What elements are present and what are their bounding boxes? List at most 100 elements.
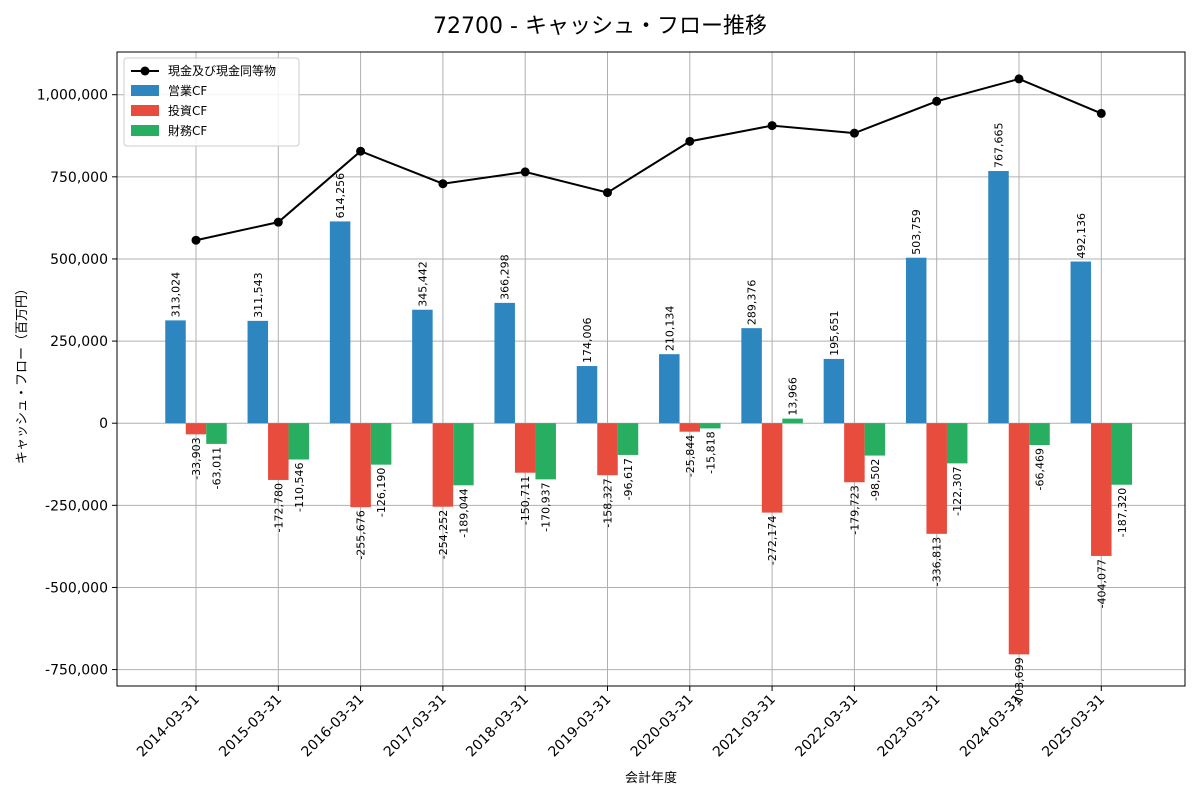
bar-1 xyxy=(514,423,536,473)
bar-1 xyxy=(597,423,618,476)
bar-0 xyxy=(412,309,433,424)
legend-operating-label: 営業CF xyxy=(168,84,207,98)
data-label: -98,502 xyxy=(869,459,882,501)
data-label: -96,617 xyxy=(622,458,635,500)
data-label: 345,442 xyxy=(416,261,429,307)
data-label: -189,044 xyxy=(457,488,470,537)
data-label: -703,699 xyxy=(1013,657,1026,706)
cash-line-point xyxy=(767,121,777,131)
legend-operating-swatch xyxy=(131,85,159,96)
data-label: -179,723 xyxy=(848,485,861,534)
y-axis-label: キャッシュ・フロー（百万円） xyxy=(15,282,30,464)
plot-frame xyxy=(116,51,1186,687)
bar-2 xyxy=(370,423,392,465)
bar-1 xyxy=(926,423,947,534)
cash-line-point xyxy=(685,136,695,146)
data-label: -158,327 xyxy=(602,478,615,527)
cash-line-point xyxy=(849,128,859,138)
data-label: 195,651 xyxy=(828,310,841,356)
x-tick-label: 2014-03-31 xyxy=(134,692,203,761)
data-label: 366,298 xyxy=(499,254,512,300)
cash-line-point xyxy=(356,146,366,156)
bar-2 xyxy=(1029,423,1050,446)
bar-0 xyxy=(329,221,351,424)
cash-line-point xyxy=(438,179,448,189)
data-label: -126,190 xyxy=(375,468,388,517)
cash-line-path xyxy=(195,77,1102,242)
data-label: -63,011 xyxy=(211,447,224,489)
data-label: -172,780 xyxy=(272,483,285,532)
grid-lines xyxy=(117,52,1185,686)
legend-financing-label: 財務CF xyxy=(168,123,207,138)
bar-1 xyxy=(1008,423,1030,655)
x-tick-label: 2020-03-31 xyxy=(628,692,697,761)
bar-0 xyxy=(741,328,762,424)
data-label: 767,665 xyxy=(993,123,1006,169)
data-label: -404,077 xyxy=(1095,559,1108,608)
bar-0 xyxy=(823,358,845,424)
y-tick-label: 250,000 xyxy=(50,334,108,350)
legend-investing-swatch xyxy=(131,105,159,116)
cash-line-point xyxy=(1014,74,1024,84)
bar-2 xyxy=(535,423,556,480)
bar-2 xyxy=(617,423,639,455)
bar-1 xyxy=(679,423,701,432)
y-tick-label: -750,000 xyxy=(45,663,108,679)
legend-investing-label: 投資CF xyxy=(168,103,207,118)
bar-2 xyxy=(288,423,310,460)
x-tick-label: 2022-03-31 xyxy=(792,692,861,761)
bar-2 xyxy=(946,423,968,464)
data-label: -255,676 xyxy=(355,510,368,559)
bars xyxy=(165,171,1133,655)
legend-line-marker xyxy=(140,66,150,76)
cash-line xyxy=(191,74,1106,245)
legend-cash-label: 現金及び現金同等物 xyxy=(168,63,276,78)
data-label: -33,903 xyxy=(190,437,203,479)
bar-1 xyxy=(761,423,783,513)
data-label: -25,844 xyxy=(684,435,697,477)
data-label: 311,543 xyxy=(252,272,265,318)
data-label: 174,006 xyxy=(581,318,594,364)
data-label: 313,024 xyxy=(170,272,183,318)
data-label: 503,759 xyxy=(910,209,923,255)
x-tick-label: 2015-03-31 xyxy=(216,692,285,761)
bar-0 xyxy=(988,171,1009,424)
cash-line-point xyxy=(520,167,530,177)
x-tick-label: 2023-03-31 xyxy=(875,692,944,761)
bar-1 xyxy=(432,423,454,507)
data-labels: 313,024 311,543 614,256 345,442 366,298 174,0… xyxy=(170,123,1129,707)
data-label: -15,818 xyxy=(704,431,717,473)
y-tick-label: 1,000,000 xyxy=(37,88,108,104)
x-tick-label: 2025-03-31 xyxy=(1039,692,1108,761)
data-label: -254,252 xyxy=(437,510,450,559)
x-tick-label: 2016-03-31 xyxy=(299,692,368,761)
bar-0 xyxy=(659,354,680,424)
bar-0 xyxy=(576,366,598,424)
bar-1 xyxy=(185,423,207,435)
y-tick-label: 750,000 xyxy=(50,170,108,186)
x-tick-label: 2024-03-31 xyxy=(957,692,1026,761)
bar-0 xyxy=(905,257,927,424)
bar-0 xyxy=(247,320,269,424)
data-label: -170,937 xyxy=(540,482,553,531)
data-label: -66,469 xyxy=(1034,448,1047,490)
bar-2 xyxy=(1111,423,1133,485)
bar-1 xyxy=(268,423,289,480)
cash-line-point xyxy=(1096,108,1106,118)
data-label: 492,136 xyxy=(1075,213,1088,259)
data-label: -336,813 xyxy=(931,537,944,586)
data-label: -187,320 xyxy=(1116,488,1129,537)
data-label: 13,966 xyxy=(787,377,800,416)
x-tick-label: 2017-03-31 xyxy=(381,692,450,761)
bar-2 xyxy=(700,423,721,429)
chart-title: 72700 - キャッシュ・フロー推移 xyxy=(433,14,767,39)
y-tick-label: 500,000 xyxy=(50,252,108,268)
bar-1 xyxy=(350,423,371,508)
y-tick-label: -500,000 xyxy=(45,580,108,596)
x-tick-label: 2019-03-31 xyxy=(545,692,614,761)
bar-0 xyxy=(1070,261,1092,424)
x-axis-label: 会計年度 xyxy=(625,770,677,786)
data-label: -272,174 xyxy=(766,516,779,565)
cash-line-point xyxy=(191,235,201,245)
cash-line-point xyxy=(273,217,283,227)
